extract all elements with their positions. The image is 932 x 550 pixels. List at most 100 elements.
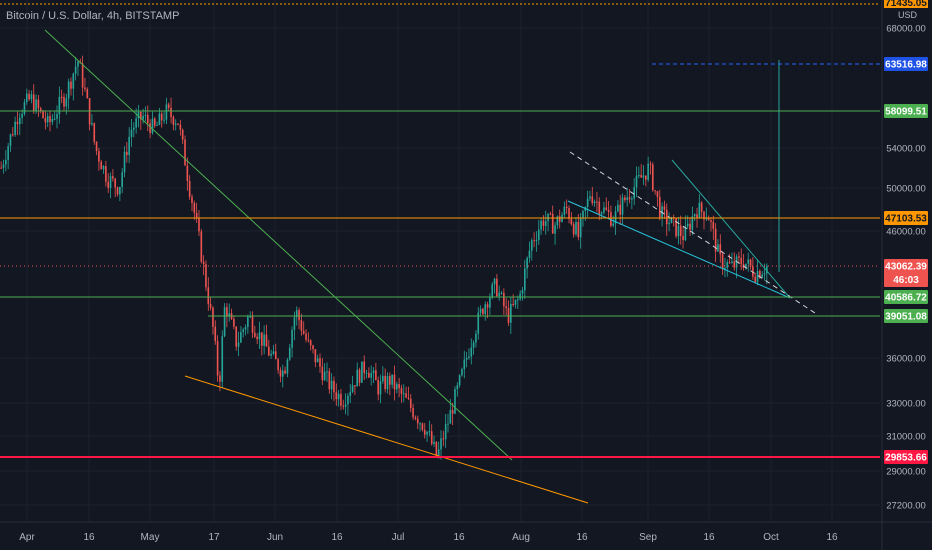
candle-body bbox=[470, 347, 473, 357]
candle-body bbox=[472, 342, 475, 348]
candle-body bbox=[386, 376, 389, 390]
candle-body bbox=[98, 151, 100, 162]
candle-body bbox=[177, 123, 179, 125]
candle-body bbox=[272, 351, 275, 354]
candle-body bbox=[700, 202, 703, 212]
candle-body bbox=[468, 356, 470, 358]
candle-body bbox=[570, 218, 573, 225]
candle-body bbox=[449, 409, 452, 424]
candle-body bbox=[535, 240, 538, 242]
candle-body bbox=[302, 330, 305, 334]
candle-body bbox=[433, 441, 435, 444]
price-axis[interactable]: 63516.98 58099.51 47103.53 43062.39 46:03 405… bbox=[881, 0, 928, 550]
candle-body bbox=[554, 225, 556, 234]
candle-body bbox=[642, 175, 645, 178]
candle-body bbox=[405, 393, 407, 398]
candle-body bbox=[551, 213, 554, 234]
candle-body bbox=[167, 104, 170, 108]
candle-body bbox=[696, 214, 698, 218]
candle-body bbox=[493, 278, 496, 285]
candle-body bbox=[321, 366, 324, 381]
x-tick-label: Sep bbox=[639, 532, 657, 543]
candle-body bbox=[482, 308, 484, 315]
candle-body bbox=[21, 113, 23, 118]
candle-body bbox=[307, 339, 310, 341]
candle-body bbox=[191, 196, 193, 204]
candle-body bbox=[361, 361, 363, 383]
candle-body bbox=[223, 307, 226, 337]
candle-body bbox=[763, 273, 766, 275]
candle-body bbox=[49, 116, 51, 123]
candle-body bbox=[691, 216, 694, 230]
candle-body bbox=[214, 326, 217, 342]
candle-body bbox=[414, 417, 417, 419]
candle-body bbox=[705, 217, 708, 220]
candle-body bbox=[279, 370, 282, 377]
candle-body bbox=[195, 212, 198, 219]
candle-body bbox=[500, 292, 503, 294]
candle-body bbox=[530, 240, 533, 251]
candle-body bbox=[254, 332, 256, 337]
candle-body bbox=[503, 292, 505, 307]
candle-body bbox=[256, 336, 258, 340]
level-price-label bbox=[884, 104, 928, 119]
y-tick-label: 27200.00 bbox=[886, 501, 926, 512]
candle-body bbox=[112, 176, 114, 179]
x-tick-label: Aug bbox=[512, 532, 530, 543]
candle-body bbox=[465, 357, 468, 360]
candle-body bbox=[107, 181, 110, 188]
candle-body bbox=[533, 240, 535, 242]
candle-body bbox=[521, 290, 524, 294]
x-tick-label: 16 bbox=[453, 532, 465, 543]
candle-body bbox=[565, 206, 568, 208]
trend-line bbox=[567, 200, 791, 299]
candle-body bbox=[235, 326, 238, 347]
candle-body bbox=[298, 310, 300, 321]
candle-body bbox=[158, 113, 161, 125]
candle-body bbox=[5, 159, 7, 165]
level-price-label bbox=[884, 211, 928, 226]
x-tick-label: 16 bbox=[826, 532, 838, 543]
candle-body bbox=[635, 175, 638, 188]
candle-body bbox=[286, 359, 289, 374]
candle-body bbox=[44, 118, 47, 123]
level-price-label bbox=[884, 450, 928, 465]
candle-body bbox=[563, 206, 566, 215]
candle-body bbox=[670, 217, 673, 224]
candle-body bbox=[582, 210, 584, 219]
candle-body bbox=[328, 371, 331, 390]
candle-body bbox=[156, 124, 158, 126]
candle-body bbox=[540, 220, 542, 230]
candle-body bbox=[479, 308, 482, 313]
candle-body bbox=[640, 175, 642, 178]
candle-body bbox=[358, 369, 361, 383]
candle-body bbox=[484, 304, 487, 315]
candle-body bbox=[309, 340, 312, 346]
candle-body bbox=[39, 108, 42, 111]
candle-body bbox=[435, 441, 438, 457]
candle-body bbox=[731, 261, 733, 263]
candle-body bbox=[226, 307, 228, 317]
candle-body bbox=[703, 211, 705, 220]
candle-body bbox=[186, 165, 189, 182]
candle-body bbox=[451, 409, 454, 414]
y-tick-label: 33000.00 bbox=[886, 399, 926, 410]
y-tick-label: 54000.00 bbox=[886, 144, 926, 155]
time-axis[interactable]: Apr 16 May 17 Jun 16 Jul 16 Aug 16 Sep 16 Oct 16 bbox=[0, 521, 932, 543]
x-tick-label: 17 bbox=[208, 532, 220, 543]
trend-lines bbox=[44, 29, 819, 504]
candle-body bbox=[402, 393, 405, 395]
candle-body bbox=[542, 220, 545, 226]
candle-body bbox=[179, 124, 182, 130]
candle-body bbox=[86, 89, 89, 99]
candle-body bbox=[645, 175, 647, 180]
candle-body bbox=[677, 225, 680, 237]
level-price-label bbox=[884, 258, 928, 287]
candle-body bbox=[23, 102, 26, 114]
candle-body bbox=[128, 136, 130, 156]
candle-body bbox=[379, 381, 382, 395]
candle-body bbox=[221, 336, 224, 382]
candle-body bbox=[60, 96, 63, 98]
level-price-text: 39051.08 bbox=[885, 311, 927, 322]
